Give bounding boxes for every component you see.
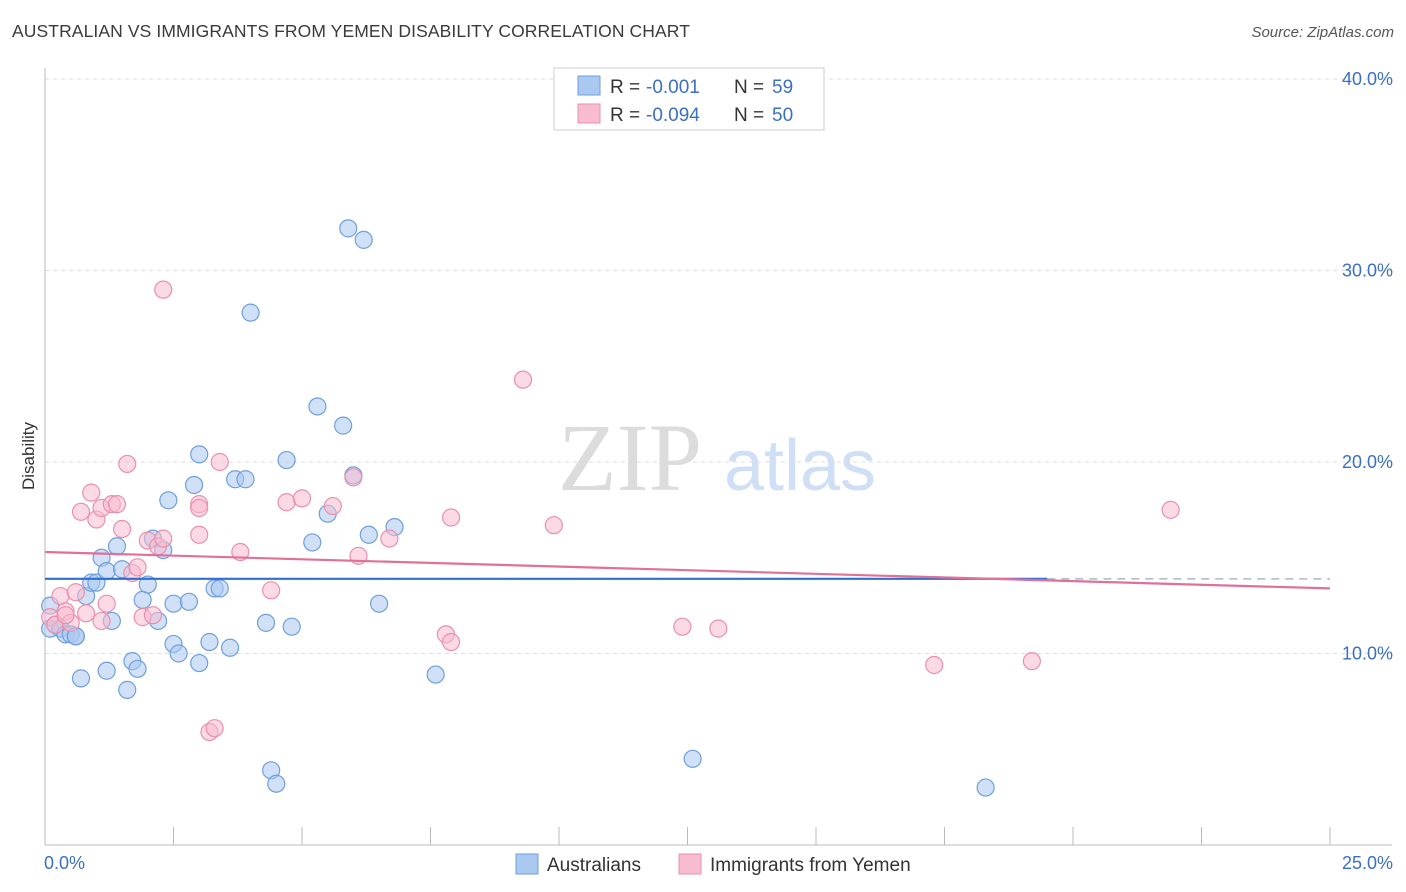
legend-r-label-blue: R =	[610, 77, 640, 98]
point-australians	[683, 749, 702, 768]
y-axis-label: Disability	[19, 421, 38, 490]
point-australians	[354, 230, 373, 249]
point-yemen	[673, 617, 692, 636]
point-australians	[370, 594, 389, 613]
watermark-zip: ZIP	[558, 404, 702, 511]
point-yemen	[441, 632, 461, 652]
y-tick-label: 20.0%	[1342, 452, 1393, 472]
bottom-legend-label-pink: Immigrants from Yemen	[710, 855, 911, 876]
point-australians	[169, 644, 188, 663]
point-australians	[190, 653, 209, 673]
point-yemen	[513, 370, 533, 389]
point-yemen	[154, 529, 173, 548]
point-australians	[267, 774, 286, 793]
point-australians	[138, 575, 157, 594]
point-yemen	[107, 495, 127, 514]
point-australians	[184, 475, 204, 495]
point-yemen	[277, 493, 296, 512]
point-australians	[256, 613, 276, 632]
point-australians	[118, 680, 137, 699]
legend-r-label-pink: R =	[610, 105, 640, 126]
point-australians	[210, 579, 229, 598]
bottom-legend-swatch-pink	[678, 853, 702, 875]
point-yemen	[97, 594, 116, 613]
point-yemen	[544, 516, 563, 535]
point-australians	[97, 562, 116, 581]
point-australians	[190, 445, 209, 464]
point-yemen	[709, 619, 728, 638]
point-yemen	[380, 529, 399, 548]
y-tick-label: 10.0%	[1342, 644, 1393, 664]
point-yemen	[292, 489, 312, 508]
point-australians	[334, 416, 353, 435]
legend-swatch-blue	[577, 75, 601, 96]
bottom-legend-label-blue: Australians	[547, 855, 641, 876]
point-yemen	[154, 280, 173, 299]
point-yemen	[190, 498, 209, 518]
point-yemen	[205, 719, 224, 738]
point-yemen	[71, 502, 91, 521]
point-yemen	[51, 586, 70, 606]
point-australians	[426, 665, 445, 684]
legend-r-value-pink: -0.094	[646, 105, 700, 126]
point-yemen	[1161, 500, 1180, 519]
series-legend: Australians Immigrants from Yemen	[515, 853, 911, 876]
point-yemen	[128, 558, 147, 577]
point-yemen	[925, 655, 944, 675]
point-australians	[71, 669, 91, 688]
point-yemen	[441, 508, 461, 527]
point-australians	[179, 592, 199, 611]
point-australians	[200, 632, 219, 652]
x-tick-label: 25.0%	[1342, 853, 1393, 873]
point-australians	[359, 525, 378, 544]
point-australians	[241, 303, 260, 322]
point-australians	[133, 590, 152, 609]
point-australians	[128, 659, 147, 678]
point-yemen	[323, 496, 342, 516]
stats-legend: R = -0.001 N = 59 R = -0.094 N = 50	[553, 67, 825, 131]
point-yemen	[1022, 652, 1041, 671]
point-yemen	[92, 611, 111, 631]
point-australians	[308, 397, 327, 416]
legend-n-label-pink: N =	[734, 105, 764, 126]
point-australians	[236, 470, 255, 489]
legend-n-label-blue: N =	[734, 77, 764, 98]
point-australians	[282, 617, 301, 636]
point-yemen	[82, 483, 101, 502]
y-tick-label: 30.0%	[1342, 261, 1393, 281]
chart-title: AUSTRALIAN VS IMMIGRANTS FROM YEMEN DISA…	[12, 21, 690, 41]
point-australians	[97, 661, 116, 680]
x-tick-label: 0.0%	[44, 853, 85, 873]
point-australians	[164, 594, 183, 613]
point-yemen	[344, 468, 363, 487]
point-yemen	[143, 606, 163, 625]
y-tick-label: 40.0%	[1342, 69, 1393, 89]
point-yemen	[118, 454, 137, 474]
point-yemen	[210, 452, 229, 472]
legend-r-value-blue: -0.001	[646, 77, 700, 98]
point-yemen	[231, 542, 250, 562]
point-australians	[277, 450, 296, 470]
point-yemen	[112, 519, 132, 539]
point-yemen	[190, 525, 209, 544]
point-yemen	[66, 583, 85, 602]
legend-n-value-pink: 50	[772, 105, 793, 126]
point-yemen	[262, 581, 281, 600]
watermark-atlas: atlas	[724, 426, 876, 506]
point-yemen	[56, 606, 75, 625]
legend-n-value-blue: 59	[772, 77, 793, 98]
point-australians	[107, 537, 127, 556]
point-australians	[159, 491, 178, 510]
point-australians	[339, 219, 358, 238]
legend-swatch-pink	[577, 103, 601, 124]
point-yemen	[77, 604, 96, 623]
chart-source: Source: ZipAtlas.com	[1251, 24, 1394, 41]
bottom-legend-swatch-blue	[515, 853, 539, 875]
point-australians	[220, 638, 240, 657]
point-australians	[303, 533, 322, 552]
trend-line-yemen	[44, 550, 1331, 590]
point-australians	[976, 778, 995, 797]
